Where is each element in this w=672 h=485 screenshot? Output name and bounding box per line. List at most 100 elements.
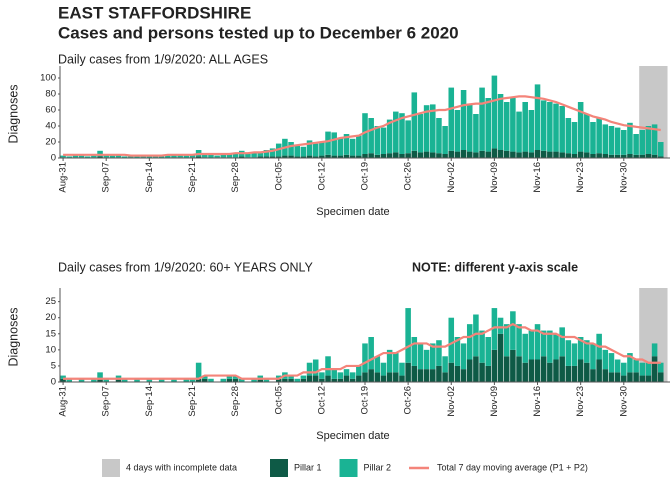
- bar: [386, 119, 393, 154]
- bar: [522, 102, 528, 152]
- bar: [516, 152, 522, 158]
- subtitle: Daily cases from 1/9/2020: ALL AGES: [58, 52, 268, 66]
- bar: [66, 378, 73, 382]
- bar: [473, 152, 479, 158]
- bar: [282, 155, 288, 158]
- bar: [158, 156, 165, 158]
- bar: [405, 308, 411, 363]
- bar: [614, 359, 621, 373]
- bar: [362, 154, 368, 158]
- bar: [343, 154, 350, 158]
- bar: [399, 113, 405, 154]
- bar: [491, 308, 498, 350]
- bar: [208, 154, 214, 158]
- bar: [288, 155, 294, 158]
- bar: [510, 349, 516, 382]
- bar: [177, 154, 183, 158]
- bar: [497, 333, 504, 382]
- bar: [608, 154, 615, 158]
- bar: [306, 362, 313, 376]
- bar: [553, 103, 559, 152]
- bar: [257, 378, 264, 382]
- bar: [91, 378, 97, 382]
- bar: [405, 362, 411, 382]
- bar: [590, 122, 596, 154]
- y-tick-label: 40: [45, 121, 56, 132]
- bar: [584, 340, 590, 363]
- bar: [602, 349, 609, 370]
- bar: [528, 110, 535, 153]
- bar: [226, 378, 233, 382]
- bar: [436, 365, 442, 382]
- bar: [325, 131, 331, 155]
- bar: [300, 156, 307, 158]
- bar: [269, 148, 276, 157]
- bar: [91, 155, 97, 158]
- bar: [202, 378, 208, 382]
- bar: [362, 372, 368, 382]
- bar: [214, 155, 220, 158]
- bar: [442, 372, 448, 382]
- bar: [423, 369, 430, 382]
- bar: [645, 375, 652, 382]
- bar: [584, 362, 590, 382]
- bar: [232, 378, 239, 382]
- bar: [503, 356, 510, 382]
- bar: [220, 153, 227, 158]
- bar: [491, 75, 498, 149]
- bar: [479, 362, 485, 382]
- bar: [417, 152, 424, 158]
- bar: [590, 369, 596, 382]
- bar: [627, 154, 633, 158]
- bar: [657, 362, 664, 373]
- x-tick-label: Nov-16: [532, 162, 543, 193]
- bar: [331, 369, 337, 379]
- bar: [275, 375, 282, 379]
- bar: [411, 150, 418, 158]
- y-tick-label: 25: [45, 296, 56, 307]
- legend-label: Total 7 day moving average (P1 + P2): [437, 462, 588, 472]
- x-tick-label: Oct-26: [403, 386, 414, 415]
- bar: [380, 154, 387, 158]
- bar: [436, 153, 442, 158]
- bar: [657, 156, 664, 158]
- bar: [497, 317, 504, 334]
- bar: [633, 372, 639, 382]
- bar: [294, 146, 300, 157]
- bar: [78, 155, 85, 158]
- x-tick-label: Aug-31: [58, 162, 69, 193]
- y-tick-label: 60: [45, 105, 56, 116]
- bar: [399, 362, 405, 376]
- bar: [633, 359, 639, 373]
- bar: [553, 151, 559, 158]
- bar: [84, 156, 91, 158]
- bar: [306, 140, 313, 156]
- bar: [522, 333, 528, 363]
- x-tick-label: Sep-07: [101, 162, 112, 193]
- bar: [448, 317, 455, 363]
- bar: [189, 154, 196, 158]
- bar: [146, 155, 153, 158]
- bar: [393, 111, 399, 153]
- bar: [448, 87, 455, 151]
- bar: [540, 330, 547, 357]
- title: Cases and persons tested up to December …: [58, 23, 459, 42]
- bar: [466, 103, 473, 152]
- bar: [553, 333, 559, 360]
- bar: [417, 343, 424, 370]
- bar: [454, 110, 461, 152]
- x-tick-label: Sep-28: [230, 162, 241, 193]
- bar: [547, 102, 553, 152]
- bar: [72, 154, 79, 158]
- bar: [460, 150, 467, 158]
- bar: [325, 375, 331, 382]
- bar: [263, 378, 270, 382]
- bar: [571, 343, 578, 366]
- x-tick-label: Sep-14: [144, 386, 155, 417]
- bar: [627, 353, 633, 373]
- bar: [547, 151, 553, 158]
- bar: [639, 154, 646, 158]
- bar: [559, 106, 565, 153]
- bar: [621, 154, 627, 158]
